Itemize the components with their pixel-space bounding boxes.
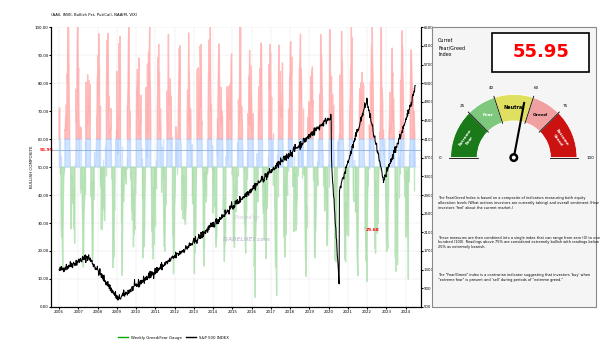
Y-axis label: BULLISH COMPOSITE: BULLISH COMPOSITE (30, 146, 33, 188)
FancyBboxPatch shape (432, 27, 596, 307)
Text: 55.95: 55.95 (39, 148, 53, 152)
Text: Posted on: Posted on (235, 215, 260, 220)
Text: These measures are then combined into a single index that can range from zero (0: These measures are then combined into a … (438, 236, 600, 249)
Text: The "Fear/Greed" index is a contrarian indicator suggesting that investors 'buy': The "Fear/Greed" index is a contrarian i… (438, 273, 590, 282)
Text: Curret
Fear/Greed
Index: Curret Fear/Greed Index (438, 39, 465, 57)
Text: 55.95: 55.95 (512, 43, 569, 61)
FancyBboxPatch shape (492, 33, 589, 72)
Y-axis label: S&P 500: S&P 500 (435, 158, 439, 176)
Text: (AAII, INVII, Bullish Pct, Put/Call, NAAIM, VIX): (AAII, INVII, Bullish Pct, Put/Call, NAA… (51, 13, 138, 17)
Text: ISABELNET.com: ISABELNET.com (223, 237, 271, 242)
Text: 29.68: 29.68 (366, 228, 380, 232)
Legend: Weekly Greed/Fear Gauge, S&P 500 INDEX: Weekly Greed/Fear Gauge, S&P 500 INDEX (117, 334, 230, 341)
Text: The Fear/Greed Index is based on a composite of indicators measuring both equity: The Fear/Greed Index is based on a compo… (438, 196, 599, 210)
